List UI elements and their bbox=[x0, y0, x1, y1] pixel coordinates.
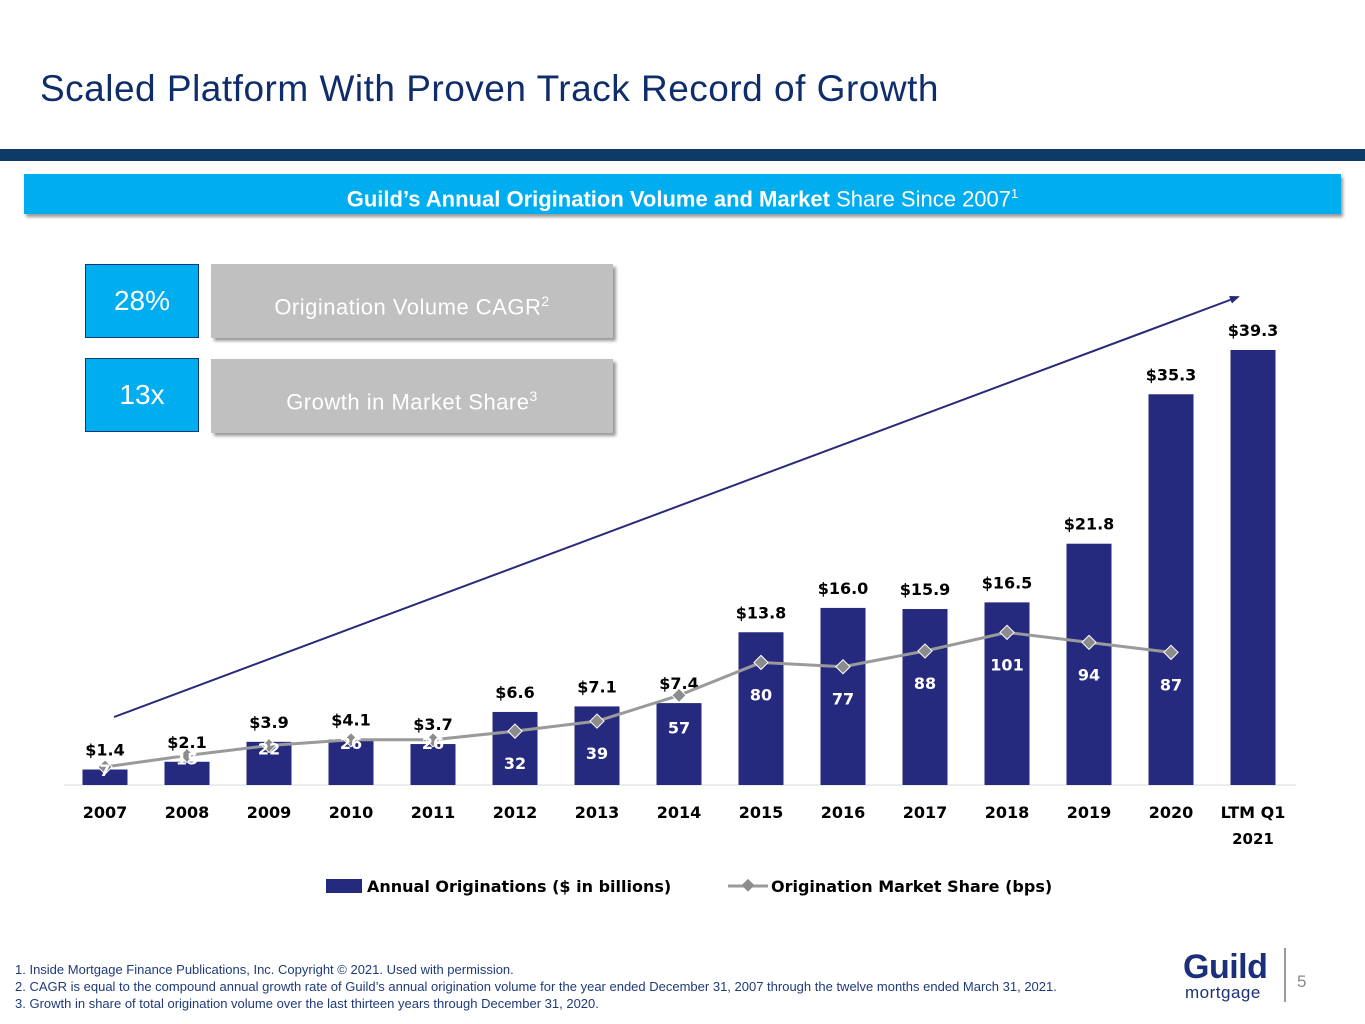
market-share-point-8 bbox=[753, 654, 769, 671]
bar-9 bbox=[820, 607, 866, 785]
kpi-share-value: 13x bbox=[85, 358, 199, 432]
market-share-point-2 bbox=[261, 737, 277, 754]
legend-line-marker bbox=[741, 878, 755, 892]
bar-value-label-10: $15.9 bbox=[900, 580, 951, 599]
kpi-cagr-label-text: Origination Volume CAGR bbox=[274, 294, 542, 320]
legend-line-label: Origination Market Share (bps) bbox=[771, 877, 1052, 896]
bar-value-label-1: $2.1 bbox=[167, 733, 206, 752]
share-value-label-4: 26 bbox=[422, 734, 444, 753]
x-tick-label-13: 2020 bbox=[1149, 803, 1194, 822]
market-share-line bbox=[104, 630, 1172, 769]
x-tick-label-7: 2014 bbox=[657, 803, 702, 822]
banner-bold-text: Guild’s Annual Origination Volume and Ma… bbox=[346, 186, 830, 212]
market-share-point-4 bbox=[425, 731, 441, 748]
page-number: 5 bbox=[1297, 972, 1307, 991]
footnote-2: 2. CAGR is equal to the compound annual … bbox=[15, 979, 1057, 994]
bar-10 bbox=[902, 609, 948, 785]
share-value-label-2: 22 bbox=[258, 739, 280, 758]
x-tick-label-5: 2012 bbox=[493, 803, 538, 822]
footnotes: 1. Inside Mortgage Finance Publications,… bbox=[15, 961, 1057, 1012]
kpi-share-footnote-ref: 3 bbox=[529, 388, 538, 404]
bar-7 bbox=[656, 703, 702, 785]
footnote-1: 1. Inside Mortgage Finance Publications,… bbox=[15, 962, 514, 977]
share-value-label-9: 77 bbox=[832, 690, 854, 709]
x-tick-label-9: 2016 bbox=[821, 803, 866, 822]
page-title: Scaled Platform With Proven Track Record… bbox=[40, 68, 939, 109]
bar-4 bbox=[410, 744, 456, 785]
logo-subtext: mortgage bbox=[1185, 983, 1261, 1002]
x-tick-label-14-b: 2021 bbox=[1232, 830, 1274, 848]
bar-value-label-14: $39.3 bbox=[1228, 321, 1279, 340]
x-tick-label-10: 2017 bbox=[903, 803, 948, 822]
market-share-point-9 bbox=[835, 658, 851, 675]
x-tick-label-11: 2018 bbox=[985, 803, 1030, 822]
kpi-share-label-text: Growth in Market Share bbox=[286, 389, 530, 415]
market-share-point-0 bbox=[97, 759, 113, 775]
share-value-label-5: 32 bbox=[504, 754, 526, 773]
bar-1 bbox=[164, 761, 210, 785]
bar-value-label-3: $4.1 bbox=[331, 711, 370, 730]
kpi-cagr-footnote-ref: 2 bbox=[541, 293, 550, 309]
market-share-point-11 bbox=[999, 624, 1015, 641]
bar-value-label-11: $16.5 bbox=[982, 573, 1033, 592]
market-share-point-5 bbox=[507, 723, 523, 739]
bar-value-label-2: $3.9 bbox=[249, 713, 288, 732]
bar-value-label-12: $21.8 bbox=[1064, 515, 1115, 534]
bar-value-label-0: $1.4 bbox=[85, 741, 124, 760]
bar-12 bbox=[1066, 543, 1112, 785]
market-share-point-6 bbox=[589, 713, 605, 729]
bar-value-label-8: $13.8 bbox=[736, 603, 787, 622]
x-tick-label-2: 2009 bbox=[247, 803, 292, 822]
x-tick-label-1: 2008 bbox=[165, 803, 210, 822]
market-share-point-10 bbox=[917, 643, 933, 659]
market-share-point-1 bbox=[179, 747, 195, 764]
share-value-label-11: 101 bbox=[990, 655, 1023, 674]
share-value-label-7: 57 bbox=[668, 718, 690, 737]
kpi-cagr-label: Origination Volume CAGR2 bbox=[211, 264, 613, 338]
chart-banner: Guild’s Annual Origination Volume and Ma… bbox=[24, 174, 1341, 214]
bar-5 bbox=[492, 711, 538, 785]
guild-mortgage-logo: Guild mortgage bbox=[1183, 948, 1268, 1002]
legend-bar-label: Annual Originations ($ in billions) bbox=[367, 877, 671, 896]
legend-bar-swatch bbox=[326, 879, 362, 893]
banner-footnote-ref: 1 bbox=[1011, 186, 1019, 201]
market-share-point-12 bbox=[1081, 634, 1097, 651]
logo-divider bbox=[1284, 948, 1286, 1002]
x-tick-label-0: 2007 bbox=[83, 803, 128, 822]
banner-rest-text: Share Since 2007 bbox=[836, 186, 1012, 212]
footnote-3: 3. Growth in share of total origination … bbox=[15, 996, 599, 1011]
x-tick-label-14: LTM Q1 bbox=[1221, 803, 1286, 822]
bar-0 bbox=[82, 769, 128, 785]
share-value-label-12: 94 bbox=[1078, 665, 1100, 684]
kpi-cagr-value: 28% bbox=[85, 264, 199, 338]
share-value-label-8: 80 bbox=[750, 685, 772, 704]
share-value-label-0: 7 bbox=[99, 761, 110, 780]
share-value-label-3: 26 bbox=[340, 734, 362, 753]
share-value-label-1: 15 bbox=[176, 750, 198, 769]
x-tick-label-4: 2011 bbox=[411, 803, 456, 822]
header-rule bbox=[0, 149, 1365, 161]
share-value-label-6: 39 bbox=[586, 744, 608, 763]
market-share-point-13 bbox=[1163, 644, 1179, 661]
bar-14 bbox=[1230, 350, 1276, 785]
bar-value-label-5: $6.6 bbox=[495, 683, 534, 702]
bar-value-label-13: $35.3 bbox=[1146, 365, 1197, 384]
market-share-point-3 bbox=[343, 731, 359, 748]
bar-value-label-9: $16.0 bbox=[818, 579, 869, 598]
bar-value-label-4: $3.7 bbox=[413, 715, 452, 734]
bar-value-label-6: $7.1 bbox=[577, 677, 616, 696]
growth-trend-arrow bbox=[113, 296, 1240, 718]
share-value-label-13: 87 bbox=[1160, 675, 1182, 694]
logo-wordmark: Guild bbox=[1183, 948, 1268, 986]
x-tick-label-12: 2019 bbox=[1067, 803, 1112, 822]
x-tick-label-3: 2010 bbox=[329, 803, 374, 822]
market-share-point-7 bbox=[671, 687, 687, 704]
share-value-label-10: 88 bbox=[914, 674, 936, 693]
x-tick-label-6: 2013 bbox=[575, 803, 620, 822]
kpi-share-label: Growth in Market Share3 bbox=[211, 359, 613, 433]
bar-value-label-7: $7.4 bbox=[659, 674, 698, 693]
bar-13 bbox=[1148, 394, 1194, 785]
x-tick-label-8: 2015 bbox=[739, 803, 784, 822]
